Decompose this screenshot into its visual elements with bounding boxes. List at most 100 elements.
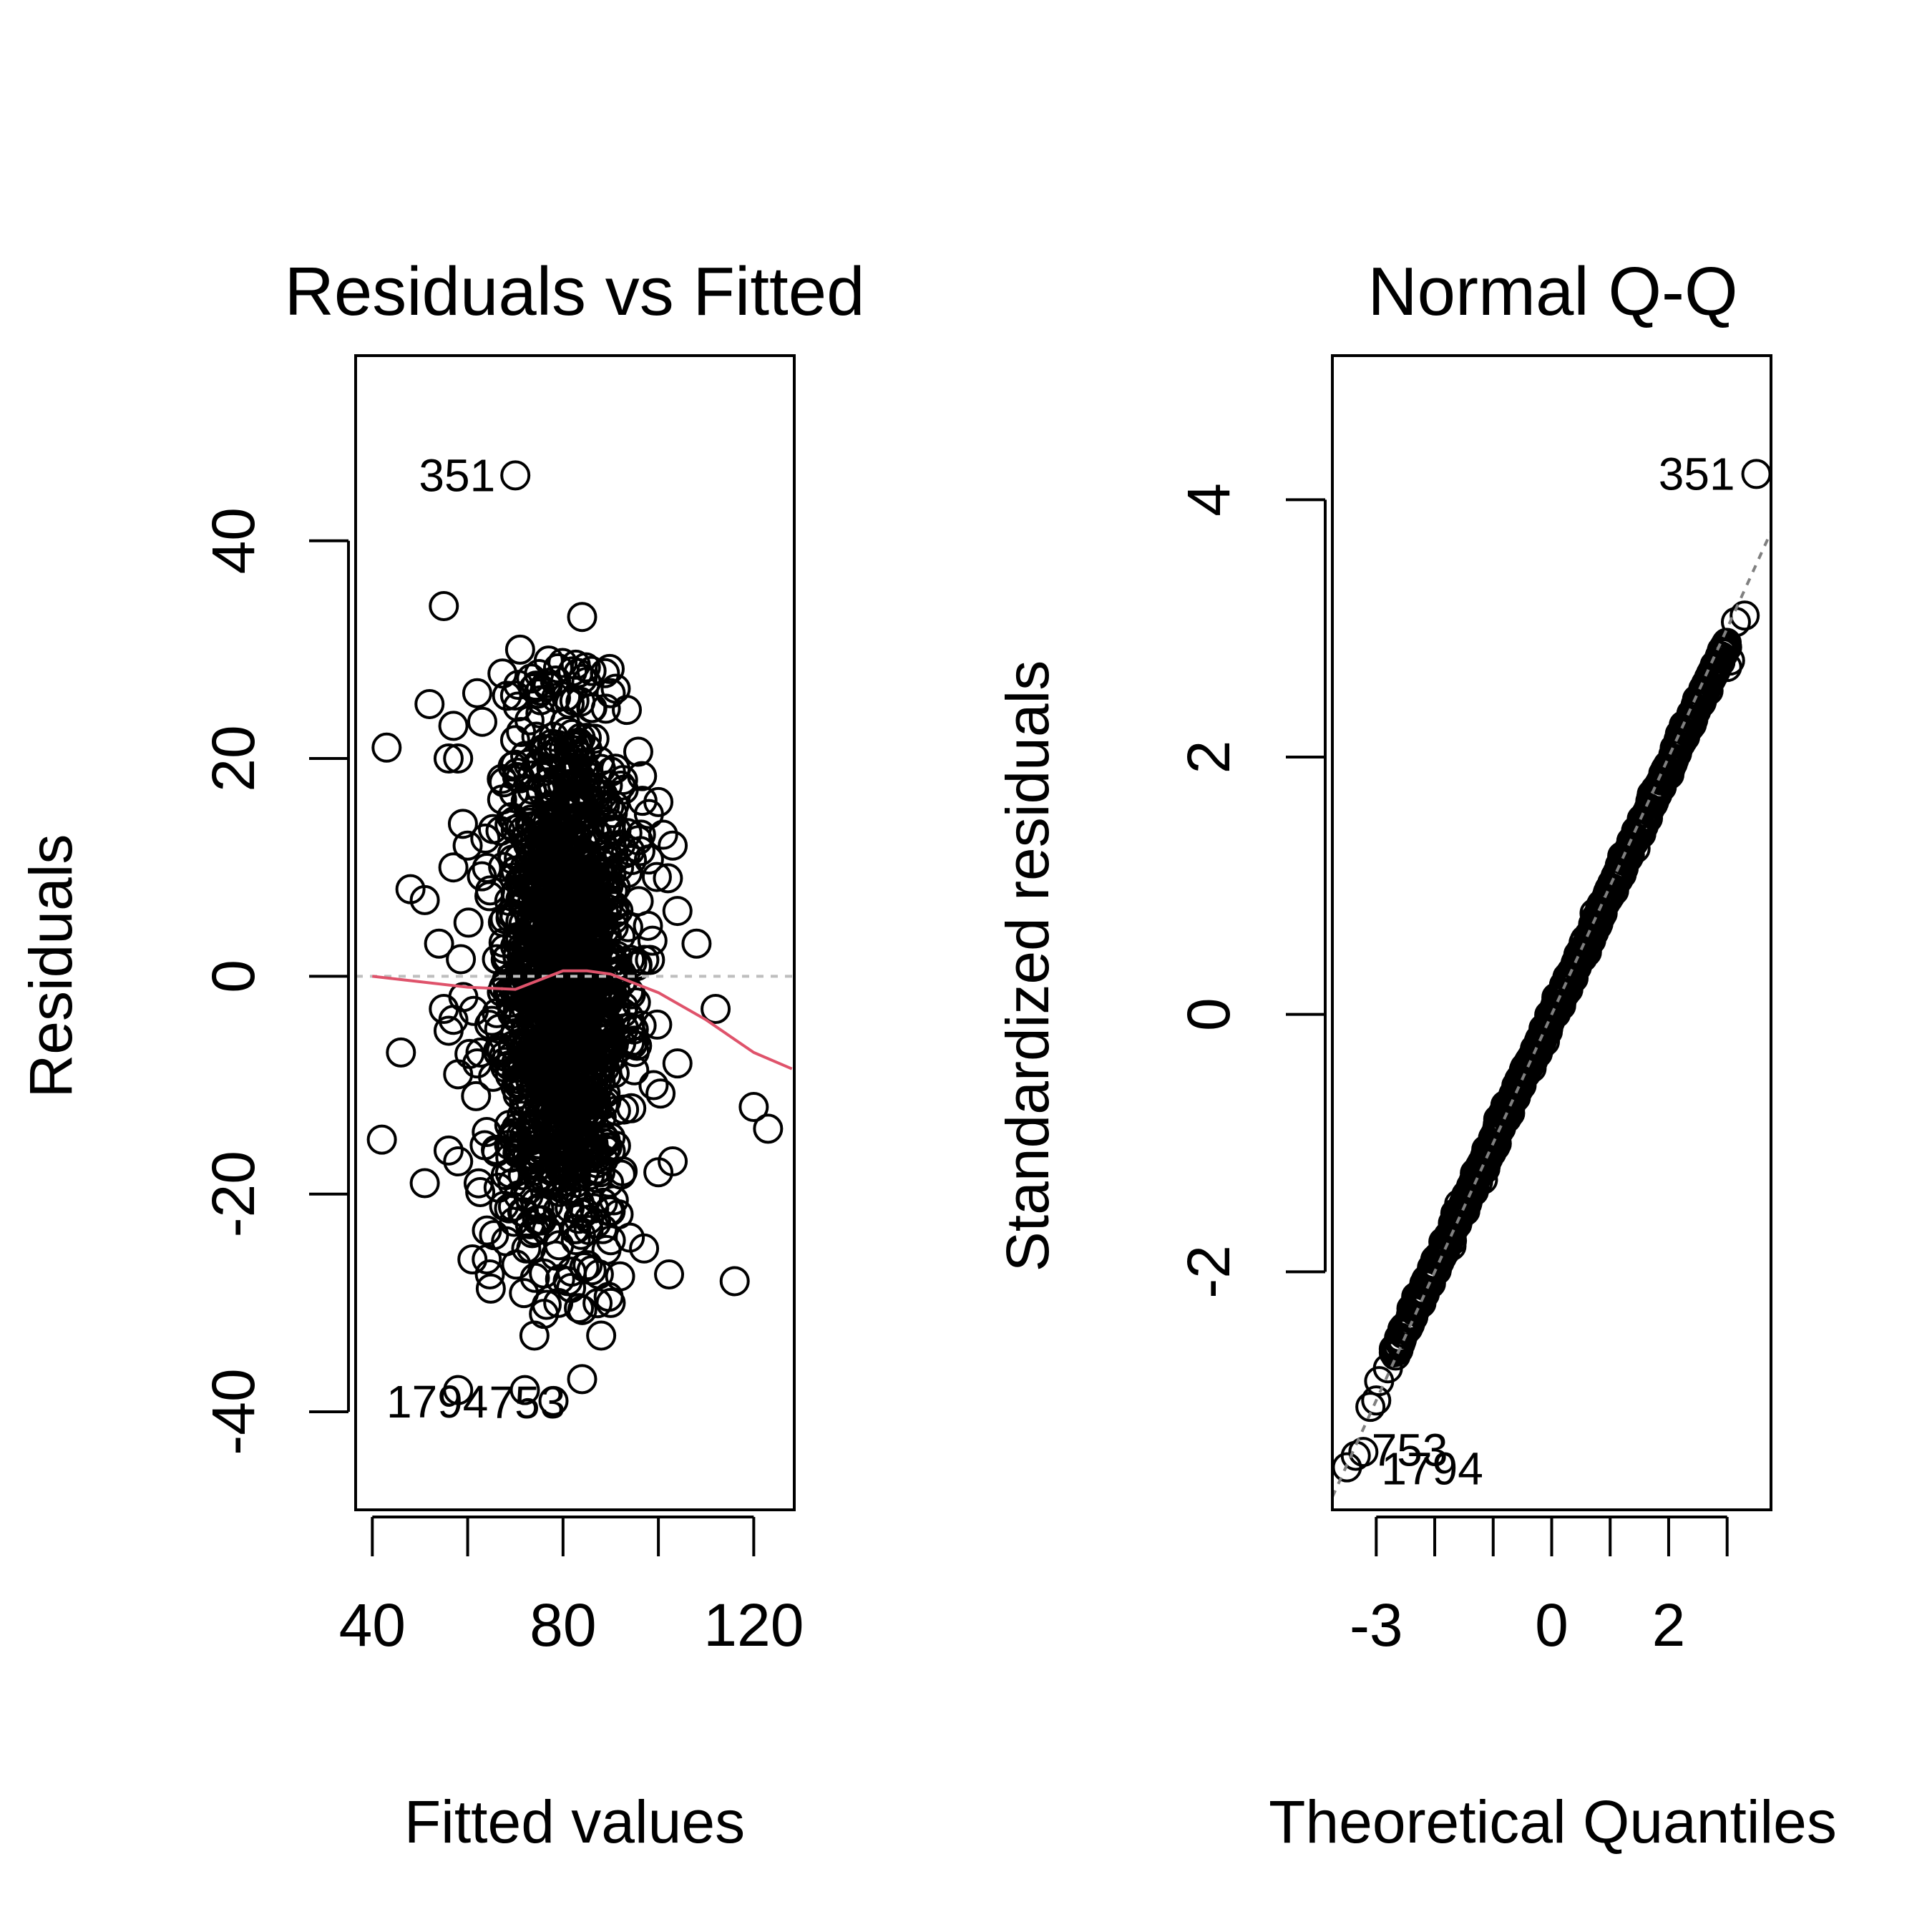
- data-point: [467, 861, 497, 892]
- data-point: [548, 950, 579, 981]
- data-point: [570, 1065, 601, 1096]
- points-layer: [366, 460, 784, 1416]
- data-point: [500, 814, 531, 845]
- data-point: [738, 1091, 769, 1122]
- point-label: 351: [1659, 448, 1735, 499]
- y-axis-label: Standardized residuals: [994, 660, 1061, 1272]
- data-point: [582, 1154, 613, 1185]
- data-point: [608, 1156, 638, 1186]
- data-point: [579, 880, 610, 911]
- data-point: [617, 844, 648, 875]
- data-point: [495, 1142, 526, 1173]
- data-point: [472, 1244, 502, 1275]
- data-point: [443, 1146, 474, 1177]
- x-tick-label: 80: [530, 1591, 596, 1659]
- data-point: [582, 789, 613, 820]
- data-point: [547, 769, 577, 799]
- data-point: [567, 1364, 597, 1395]
- data-point: [515, 1087, 546, 1118]
- data-point: [580, 934, 611, 965]
- data-point: [474, 1259, 505, 1289]
- data-point: [598, 1185, 629, 1216]
- plot-frame: [1331, 354, 1772, 1511]
- data-point: [457, 1244, 488, 1275]
- data-point: [429, 590, 459, 621]
- data-point: [541, 1000, 572, 1031]
- data-point: [576, 1255, 607, 1286]
- data-point: [409, 1168, 440, 1199]
- data-point: [474, 1010, 504, 1040]
- data-point: [443, 743, 474, 774]
- data-point: [467, 706, 497, 737]
- data-point: [452, 830, 483, 861]
- data-point: [608, 765, 638, 796]
- data-point: [520, 1052, 551, 1083]
- data-point: [586, 1320, 617, 1351]
- data-point: [629, 1233, 660, 1264]
- y-tick-label: 0: [200, 960, 267, 993]
- data-point: [514, 705, 545, 736]
- data-point: [623, 736, 653, 767]
- data-point: [474, 881, 505, 912]
- data-point: [472, 1117, 502, 1148]
- data-point: [438, 852, 469, 883]
- data-point: [557, 1015, 587, 1046]
- data-point: [386, 1037, 416, 1068]
- point-label: 351: [419, 449, 495, 501]
- data-point: [462, 1048, 492, 1079]
- data-point: [500, 460, 531, 491]
- data-point: [648, 819, 678, 850]
- data-point: [1361, 1385, 1392, 1416]
- plot-frame: [354, 354, 796, 1511]
- data-point: [438, 711, 469, 741]
- data-point: [1714, 645, 1745, 676]
- data-point: [433, 1135, 464, 1166]
- y-tick-label: -20: [200, 1151, 267, 1237]
- data-point: [596, 816, 627, 847]
- normal-qq-panel: Normal Q-Q Theoretical Quantiles Standar…: [994, 253, 1837, 1855]
- data-point: [1729, 600, 1760, 631]
- y-tick-label: -40: [200, 1368, 267, 1455]
- data-point: [1372, 1353, 1403, 1384]
- data-point: [487, 658, 518, 689]
- data-point: [595, 653, 625, 684]
- data-point: [553, 1125, 584, 1156]
- data-point: [595, 1122, 626, 1153]
- data-point: [654, 1259, 685, 1290]
- data-point: [701, 994, 731, 1025]
- data-point: [462, 678, 492, 708]
- data-point: [595, 678, 626, 708]
- data-point: [501, 1113, 532, 1143]
- chart-title: Normal Q-Q: [1367, 253, 1737, 330]
- data-point: [447, 809, 478, 839]
- data-point: [597, 798, 628, 829]
- point-label: 753: [1372, 1424, 1448, 1475]
- data-point: [547, 896, 577, 927]
- data-point: [525, 1071, 556, 1102]
- data-point: [470, 823, 501, 854]
- data-point: [453, 907, 484, 938]
- y-tick-label: 40: [200, 507, 267, 574]
- data-point: [565, 835, 596, 866]
- data-point: [541, 683, 572, 713]
- data-point: [595, 1196, 626, 1226]
- data-point: [438, 1005, 469, 1035]
- data-point: [537, 1043, 568, 1074]
- data-point: [504, 634, 535, 665]
- data-point: [637, 925, 668, 956]
- y-axis-label: Residuals: [17, 834, 84, 1098]
- x-tick-label: 40: [339, 1591, 406, 1659]
- data-point: [623, 886, 654, 917]
- data-point: [511, 937, 542, 968]
- data-point: [653, 863, 683, 894]
- data-point: [531, 897, 562, 927]
- data-point: [570, 652, 601, 683]
- data-point: [570, 1016, 600, 1047]
- data-point: [461, 1080, 492, 1111]
- data-point: [560, 1162, 591, 1193]
- data-point: [472, 1215, 502, 1246]
- data-point: [511, 1233, 542, 1264]
- data-point: [502, 980, 533, 1010]
- data-point: [562, 730, 592, 761]
- y-tick-label: -2: [1175, 1245, 1242, 1299]
